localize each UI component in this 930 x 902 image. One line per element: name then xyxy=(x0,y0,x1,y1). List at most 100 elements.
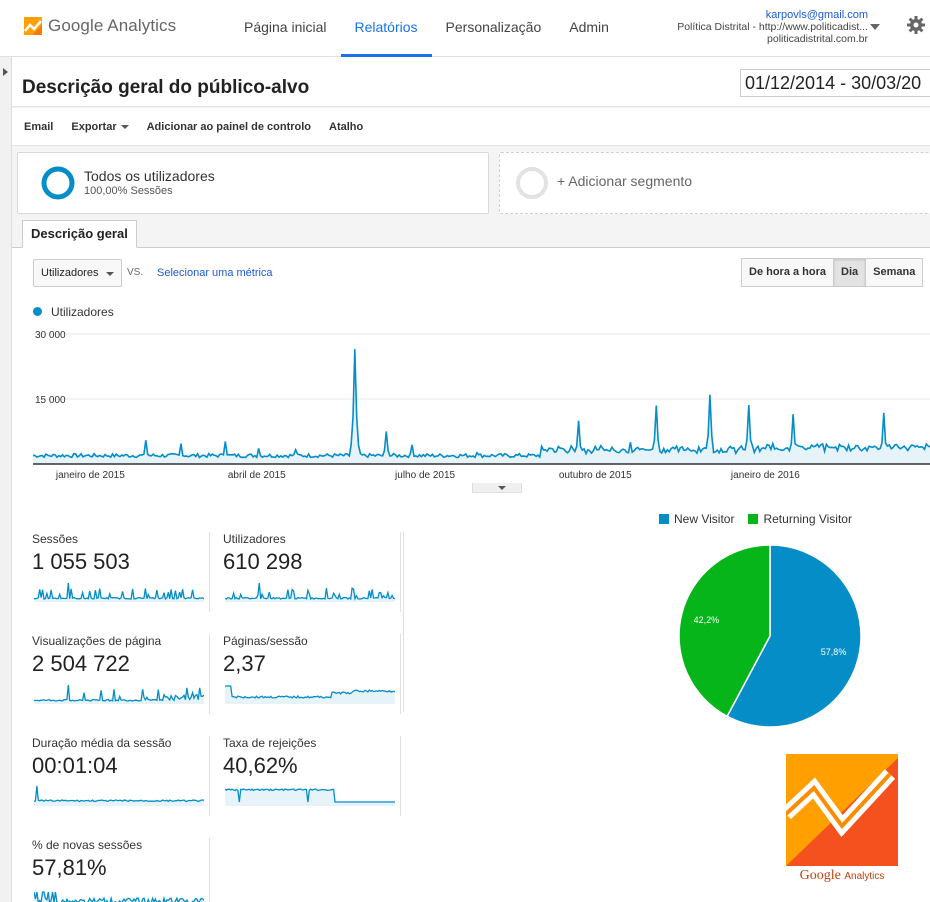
nav-reports[interactable]: Relatórios xyxy=(340,0,432,57)
account-email: karpovls@gmail.com xyxy=(765,9,868,21)
kpi-value: 57,81% xyxy=(32,855,107,880)
chevron-down-icon xyxy=(120,124,129,129)
analytics-chart-icon xyxy=(781,754,898,866)
date-range-picker[interactable]: 01/12/2014 - 30/03/20 xyxy=(740,69,930,97)
visitor-type-pie-chart[interactable]: 57,8% 42,2% xyxy=(677,543,863,729)
sparkline-area xyxy=(225,789,395,806)
google-analytics-logo[interactable]: Google Analytics xyxy=(24,16,176,36)
sparkline xyxy=(34,582,204,602)
chevron-down-icon xyxy=(498,486,506,490)
metric-dropdown-label: Utilizadores xyxy=(41,267,99,279)
top-bar: Google Analytics Página inicial Relatóri… xyxy=(0,0,930,57)
expand-arrow-icon xyxy=(3,68,8,76)
add-segment-button[interactable]: + Adicionar segmento xyxy=(499,152,930,214)
x-tick-label: abril de 2015 xyxy=(228,470,286,481)
chart-expander[interactable] xyxy=(472,483,522,493)
kpi-value: 610 298 xyxy=(223,549,303,574)
day-button[interactable]: Dia xyxy=(833,258,867,287)
vs-label: VS. xyxy=(127,267,144,278)
y-tick-label: 15 000 xyxy=(35,395,66,406)
kpi-label: Visualizações de página xyxy=(32,634,162,648)
select-metric-link[interactable]: Selecionar uma métrica xyxy=(157,267,273,279)
sparkline xyxy=(34,684,204,704)
kpi-pages-per-session[interactable]: Páginas/sessão 2,37 xyxy=(223,634,401,714)
sparkline-line xyxy=(34,582,204,601)
account-site: politicadistrital.com.br xyxy=(767,33,868,45)
sparkline xyxy=(225,788,395,806)
sparkline-area xyxy=(225,686,395,704)
analytics-logo-icon xyxy=(24,17,42,35)
series-legend-label: Utilizadores xyxy=(51,305,114,319)
kpi-value: 00:01:04 xyxy=(32,753,118,778)
sparkline-line xyxy=(225,582,395,601)
legend-item-returning-visitor[interactable]: Returning Visitor xyxy=(748,512,852,526)
page-title: Descrição geral do público-alvo xyxy=(22,77,310,98)
watermark-text: Google Analytics xyxy=(786,868,898,884)
report-header: Descrição geral do público-alvo 01/12/20… xyxy=(12,57,930,107)
add-segment-label: + Adicionar segmento xyxy=(557,173,693,189)
segment-subtitle: 100,00% Sessões xyxy=(84,185,173,197)
tab-overview[interactable]: Descrição geral xyxy=(22,220,137,248)
week-button[interactable]: Semana xyxy=(865,258,924,287)
report-actions: Email Exportar Adicionar ao painel de co… xyxy=(12,108,930,146)
sparkline-area xyxy=(34,786,204,806)
pie-slice-new-visitor[interactable] xyxy=(726,544,862,728)
sparkline-area xyxy=(225,583,395,602)
kpi-pageviews[interactable]: Visualizações de página 2 504 722 xyxy=(32,634,210,714)
hourly-button[interactable]: De hora a hora xyxy=(741,258,835,287)
watermark-suffix: Analytics xyxy=(844,871,885,882)
users-line-chart[interactable]: 30 000 15 000 janeiro de 2015 abril de 2015… xyxy=(33,324,930,484)
nav-admin[interactable]: Admin xyxy=(569,19,609,35)
kpi-users[interactable]: Utilizadores 610 298 xyxy=(223,532,401,612)
series-area xyxy=(33,349,930,464)
sparkline xyxy=(34,785,204,806)
report-area: Descrição geral do público-alvo 01/12/20… xyxy=(12,57,930,902)
watermark-word: Google xyxy=(799,868,841,883)
segment-ring-icon xyxy=(41,166,75,200)
x-tick-label: outubro de 2015 xyxy=(559,470,632,481)
shortcut-button[interactable]: Atalho xyxy=(329,120,364,133)
x-tick-label: janeiro de 2016 xyxy=(730,470,800,481)
sparkline xyxy=(34,891,204,902)
granularity-toggle: De hora a hora Dia Semana xyxy=(741,258,924,287)
pie-slice-label: 42,2% xyxy=(694,615,720,625)
sidebar-toggle[interactable] xyxy=(0,57,12,902)
kpi-label: Taxa de rejeições xyxy=(223,736,317,750)
kpi-label: Páginas/sessão xyxy=(223,634,308,648)
kpi-value: 40,62% xyxy=(223,753,298,778)
add-to-dashboard-button[interactable]: Adicionar ao painel de controlo xyxy=(146,120,312,133)
legend-item-new-visitor[interactable]: New Visitor xyxy=(659,512,734,526)
metric-dropdown[interactable]: Utilizadores xyxy=(33,259,122,287)
segment-all-users[interactable]: Todos os utilizadores 100,00% Sessões xyxy=(17,152,489,214)
account-switcher[interactable]: karpovls@gmail.com Política Distrital - … xyxy=(677,9,868,45)
kpi-avg-session-duration[interactable]: Duração média da sessão 00:01:04 xyxy=(32,736,210,816)
export-button[interactable]: Exportar xyxy=(71,120,129,133)
kpi-bounce-rate[interactable]: Taxa de rejeições 40,62% xyxy=(223,736,401,816)
account-property: Política Distrital - http://www.politica… xyxy=(677,21,868,33)
kpi-divider xyxy=(403,532,404,712)
gear-icon[interactable] xyxy=(906,15,926,35)
kpi-label: % de novas sessões xyxy=(32,838,143,852)
pie-slice-returning-visitor[interactable] xyxy=(678,544,771,718)
pie-legend: New Visitor Returning Visitor xyxy=(659,512,866,526)
export-label: Exportar xyxy=(71,120,117,133)
account-dropdown-caret-icon[interactable] xyxy=(870,24,880,30)
series-line xyxy=(33,349,930,459)
kpi-new-sessions[interactable]: % de novas sessões 57,81% xyxy=(32,838,210,902)
kpi-value: 2,37 xyxy=(223,651,266,676)
nav-customization[interactable]: Personalização xyxy=(445,19,542,35)
nav-home[interactable]: Página inicial xyxy=(244,19,327,35)
x-tick-label: julho de 2015 xyxy=(394,470,455,481)
kpi-sessions[interactable]: Sessões 1 055 503 xyxy=(32,532,210,612)
sparkline xyxy=(225,685,395,704)
sparkline-line xyxy=(34,684,204,702)
email-button[interactable]: Email xyxy=(24,120,54,133)
legend-label: New Visitor xyxy=(674,512,735,526)
series-legend-dot xyxy=(33,307,42,316)
kpi-label: Sessões xyxy=(32,532,79,546)
y-tick-label: 30 000 xyxy=(35,330,66,341)
segment-title: Todos os utilizadores xyxy=(84,168,215,184)
chevron-down-icon xyxy=(106,272,114,276)
sparkline-line xyxy=(34,891,204,902)
sparkline-line xyxy=(225,788,395,803)
